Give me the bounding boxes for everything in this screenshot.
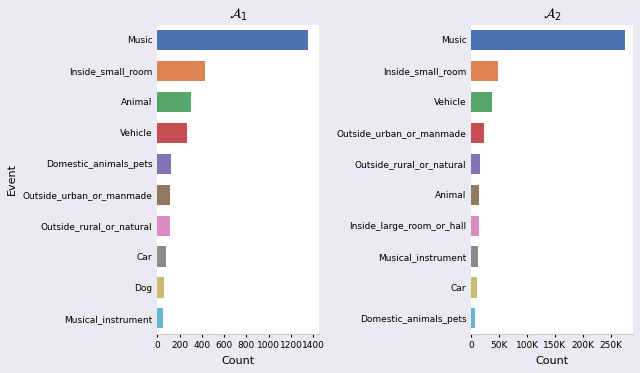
Title: $\mathcal{A}_2$: $\mathcal{A}_2$ [543,7,562,23]
Bar [471,123,484,143]
Bar [157,308,163,329]
Bar [157,92,191,112]
Bar [157,123,187,143]
Bar [471,278,477,298]
Title: $\mathcal{A}_1$: $\mathcal{A}_1$ [228,7,248,23]
Bar [471,185,479,205]
Bar [471,154,480,174]
Bar [471,30,625,50]
Bar [157,154,171,174]
Y-axis label: Event: Event [7,163,17,195]
Bar [471,61,497,81]
Bar [471,308,475,329]
Bar [157,216,170,236]
Bar [157,247,166,267]
Bar [471,247,478,267]
X-axis label: Count: Count [221,356,255,366]
Bar [157,278,164,298]
Bar [471,92,493,112]
Bar [471,216,479,236]
Bar [157,30,308,50]
Bar [157,185,170,205]
Bar [157,61,205,81]
X-axis label: Count: Count [536,356,569,366]
